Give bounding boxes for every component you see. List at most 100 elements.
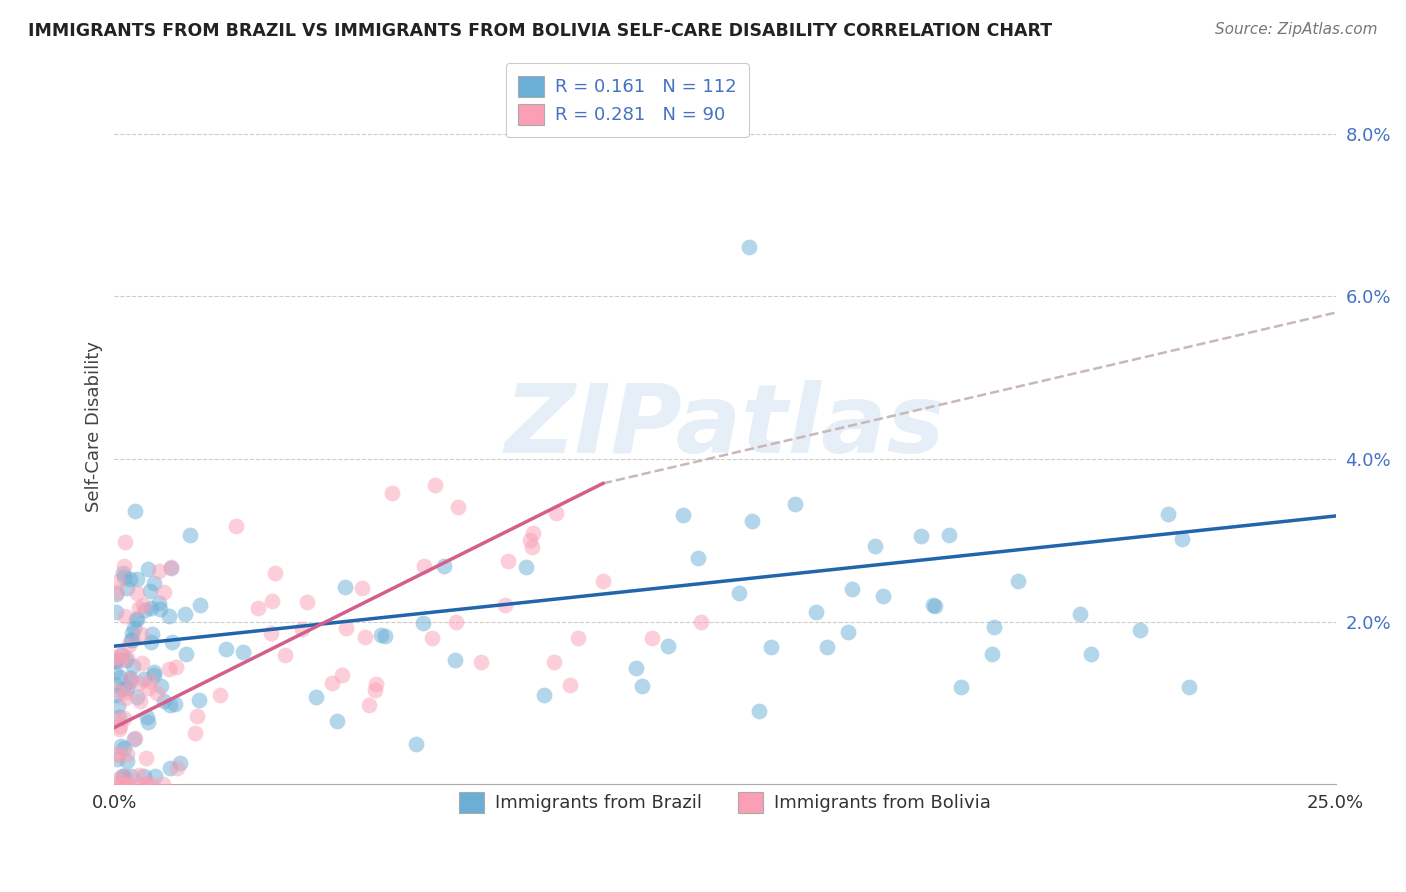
Point: [129, 627, 152, 641]
Point: [353, 630, 375, 644]
Point: [143, 769, 166, 783]
Point: [117, 638, 139, 652]
Point: [120, 633, 142, 648]
Point: [335, 621, 357, 635]
Point: [910, 529, 932, 543]
Point: [136, 710, 159, 724]
Point: [592, 574, 614, 588]
Point: [215, 642, 238, 657]
Point: [135, 777, 157, 791]
Point: [157, 662, 180, 676]
Point: [522, 526, 544, 541]
Point: [135, 751, 157, 765]
Point: [166, 761, 188, 775]
Point: [104, 773, 127, 788]
Point: [115, 652, 138, 666]
Point: [335, 580, 357, 594]
Point: [686, 551, 709, 566]
Point: [186, 708, 208, 723]
Y-axis label: Self-Care Disability: Self-Care Disability: [86, 341, 103, 512]
Point: [104, 654, 127, 668]
Point: [357, 698, 380, 712]
Point: [108, 709, 131, 723]
Point: [150, 679, 173, 693]
Point: [124, 731, 146, 746]
Point: [112, 681, 135, 696]
Point: [124, 504, 146, 518]
Point: [136, 562, 159, 576]
Point: [114, 534, 136, 549]
Point: [104, 665, 127, 679]
Point: [128, 768, 150, 782]
Point: [112, 569, 135, 583]
Point: [543, 656, 565, 670]
Point: [112, 566, 135, 581]
Point: [114, 690, 136, 705]
Point: [641, 631, 664, 645]
Point: [657, 639, 679, 653]
Point: [321, 676, 343, 690]
Point: [132, 598, 155, 612]
Point: [122, 659, 145, 673]
Point: [188, 693, 211, 707]
Point: [748, 704, 770, 718]
Point: [143, 576, 166, 591]
Point: [112, 769, 135, 783]
Point: [118, 572, 141, 586]
Point: [405, 737, 427, 751]
Point: [544, 507, 567, 521]
Point: [350, 581, 373, 595]
Point: [115, 651, 138, 665]
Point: [127, 690, 149, 705]
Point: [104, 654, 127, 668]
Point: [174, 647, 197, 661]
Point: [121, 633, 143, 648]
Point: [519, 533, 541, 548]
Point: [560, 678, 582, 692]
Legend: Immigrants from Brazil, Immigrants from Bolivia: Immigrants from Brazil, Immigrants from …: [446, 780, 1004, 825]
Point: [1007, 574, 1029, 588]
Point: [741, 514, 763, 528]
Point: [260, 625, 283, 640]
Point: [139, 635, 162, 649]
Point: [759, 640, 782, 655]
Point: [124, 731, 146, 746]
Point: [1178, 680, 1201, 694]
Text: Source: ZipAtlas.com: Source: ZipAtlas.com: [1215, 22, 1378, 37]
Point: [672, 508, 695, 523]
Point: [112, 769, 135, 783]
Point: [567, 631, 589, 645]
Point: [232, 645, 254, 659]
Point: [983, 619, 1005, 633]
Point: [872, 590, 894, 604]
Point: [806, 605, 828, 619]
Point: [125, 572, 148, 586]
Point: [131, 656, 153, 670]
Point: [738, 240, 761, 254]
Point: [179, 528, 201, 542]
Point: [122, 621, 145, 635]
Point: [105, 585, 128, 599]
Point: [112, 777, 135, 791]
Point: [108, 652, 131, 666]
Point: [374, 629, 396, 643]
Point: [260, 593, 283, 607]
Point: [1080, 647, 1102, 661]
Point: [494, 599, 516, 613]
Point: [121, 626, 143, 640]
Point: [108, 670, 131, 684]
Point: [107, 747, 129, 761]
Point: [381, 486, 404, 500]
Text: ZIPatlas: ZIPatlas: [505, 380, 945, 473]
Point: [159, 761, 181, 775]
Point: [125, 586, 148, 600]
Point: [111, 648, 134, 663]
Point: [105, 752, 128, 766]
Point: [922, 598, 945, 612]
Point: [446, 615, 468, 629]
Point: [325, 714, 347, 729]
Point: [938, 528, 960, 542]
Point: [110, 719, 132, 733]
Point: [127, 612, 149, 626]
Point: [370, 628, 392, 642]
